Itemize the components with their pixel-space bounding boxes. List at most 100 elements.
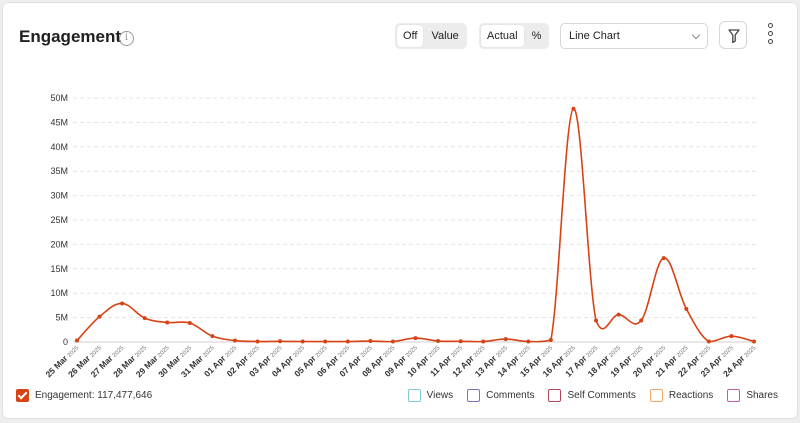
data-point[interactable] <box>368 339 373 344</box>
data-point[interactable] <box>142 316 147 321</box>
data-point[interactable] <box>413 336 418 341</box>
x-tick-year: 2025 <box>338 345 352 359</box>
legend-engagement[interactable]: Engagement: 117,477,646 <box>16 389 152 402</box>
legend-label: Self Comments <box>567 390 636 401</box>
data-point[interactable] <box>300 339 305 344</box>
x-tick-year: 2025 <box>383 345 397 359</box>
legend-label: Comments <box>486 390 535 401</box>
x-tick-year: 2025 <box>518 345 532 359</box>
x-tick-year: 2025 <box>202 345 216 359</box>
x-tick-year: 2025 <box>247 345 261 359</box>
labels-off-option[interactable]: Off <box>397 25 424 47</box>
x-tick-year: 2025 <box>653 345 667 359</box>
data-point[interactable] <box>571 106 576 111</box>
info-icon[interactable]: i <box>119 31 134 46</box>
x-tick-year: 2025 <box>563 345 577 359</box>
y-tick-label: 25M <box>50 215 68 225</box>
filter-button[interactable] <box>719 21 747 49</box>
mode-actual-option[interactable]: Actual <box>481 25 524 47</box>
mode-percent-option[interactable]: % <box>531 30 542 42</box>
data-point[interactable] <box>165 320 170 325</box>
data-point[interactable] <box>526 339 531 344</box>
legend-label: Views <box>426 390 454 401</box>
legend-checkbox[interactable] <box>727 389 741 402</box>
x-tick-year: 2025 <box>225 345 239 359</box>
data-point[interactable] <box>729 334 734 339</box>
labels-value-option[interactable]: Value <box>431 30 459 42</box>
data-point[interactable] <box>503 337 508 342</box>
legend-checkbox[interactable] <box>548 389 562 402</box>
x-tick-year: 2025 <box>721 345 735 359</box>
x-tick-year: 2025 <box>89 345 103 359</box>
x-tick-year: 2025 <box>157 345 171 359</box>
data-point[interactable] <box>255 339 260 344</box>
data-point[interactable] <box>232 338 237 343</box>
x-tick-year: 2025 <box>112 345 126 359</box>
data-point[interactable] <box>639 318 644 323</box>
x-tick-year: 2025 <box>315 345 329 359</box>
data-point[interactable] <box>594 318 599 323</box>
data-point[interactable] <box>210 334 215 339</box>
data-point[interactable] <box>481 339 486 344</box>
legend-checkbox[interactable] <box>467 389 481 402</box>
x-tick-year: 2025 <box>699 345 713 359</box>
y-tick-label: 35M <box>50 166 68 176</box>
legend-item-shares[interactable]: Shares <box>727 389 778 402</box>
x-tick-year: 2025 <box>450 345 464 359</box>
x-tick-day: 25 Mar <box>43 353 70 380</box>
x-tick-year: 2025 <box>67 345 81 359</box>
data-point[interactable] <box>616 312 621 317</box>
legend-item-views[interactable]: Views <box>407 389 454 402</box>
data-point[interactable] <box>278 339 283 344</box>
chart-type-value: Line Chart <box>569 30 620 42</box>
data-point[interactable] <box>75 338 79 343</box>
engagement-checkbox[interactable] <box>16 389 29 402</box>
x-tick-year: 2025 <box>180 345 194 359</box>
series-line <box>76 107 755 343</box>
page-title: Engagement <box>19 27 122 46</box>
data-point[interactable] <box>706 339 711 344</box>
data-point[interactable] <box>436 339 441 344</box>
x-tick-year: 2025 <box>676 345 690 359</box>
y-tick-label: 5M <box>55 313 68 323</box>
x-tick-year: 2025 <box>541 345 555 359</box>
data-point[interactable] <box>752 339 756 344</box>
y-tick-label: 20M <box>50 239 68 249</box>
legend-engagement-label: Engagement: 117,477,646 <box>35 390 153 401</box>
data-point[interactable] <box>345 339 350 344</box>
data-point[interactable] <box>458 339 463 344</box>
legend-label: Reactions <box>668 390 714 401</box>
y-tick-label: 15M <box>50 264 68 274</box>
data-point[interactable] <box>548 338 553 343</box>
data-point[interactable] <box>120 301 125 306</box>
mode-toggle: Actual % <box>479 23 550 49</box>
data-point[interactable] <box>390 339 395 344</box>
x-tick-year: 2025 <box>608 345 622 359</box>
legend-item-reactions[interactable]: Reactions <box>649 389 714 402</box>
data-point[interactable] <box>323 339 328 344</box>
x-tick-year: 2025 <box>631 345 645 359</box>
data-point[interactable] <box>661 256 666 261</box>
y-tick-label: 10M <box>50 288 68 298</box>
data-point[interactable] <box>187 320 192 325</box>
y-tick-label: 0 <box>63 337 68 347</box>
chart-type-select[interactable]: Line Chart <box>560 23 708 49</box>
y-tick-label: 30M <box>50 191 68 201</box>
legend-checkbox[interactable] <box>407 389 421 402</box>
data-labels-toggle: Off Value <box>395 23 467 49</box>
y-tick-label: 45M <box>50 117 68 127</box>
x-tick-year: 2025 <box>586 345 600 359</box>
legend-item-self-comments[interactable]: Self Comments <box>548 389 636 402</box>
legend-checkbox[interactable] <box>649 389 663 402</box>
x-tick-year: 2025 <box>360 345 374 359</box>
x-tick-year: 2025 <box>428 345 442 359</box>
data-point[interactable] <box>684 306 689 311</box>
x-tick-year: 2025 <box>405 345 419 359</box>
legend-item-comments[interactable]: Comments <box>467 389 534 402</box>
more-vertical-icon[interactable] <box>765 23 775 49</box>
data-point[interactable] <box>97 314 102 319</box>
legend-metrics: Views Comments Self Comments Reactions Share… <box>407 389 778 402</box>
x-tick-year: 2025 <box>134 345 148 359</box>
